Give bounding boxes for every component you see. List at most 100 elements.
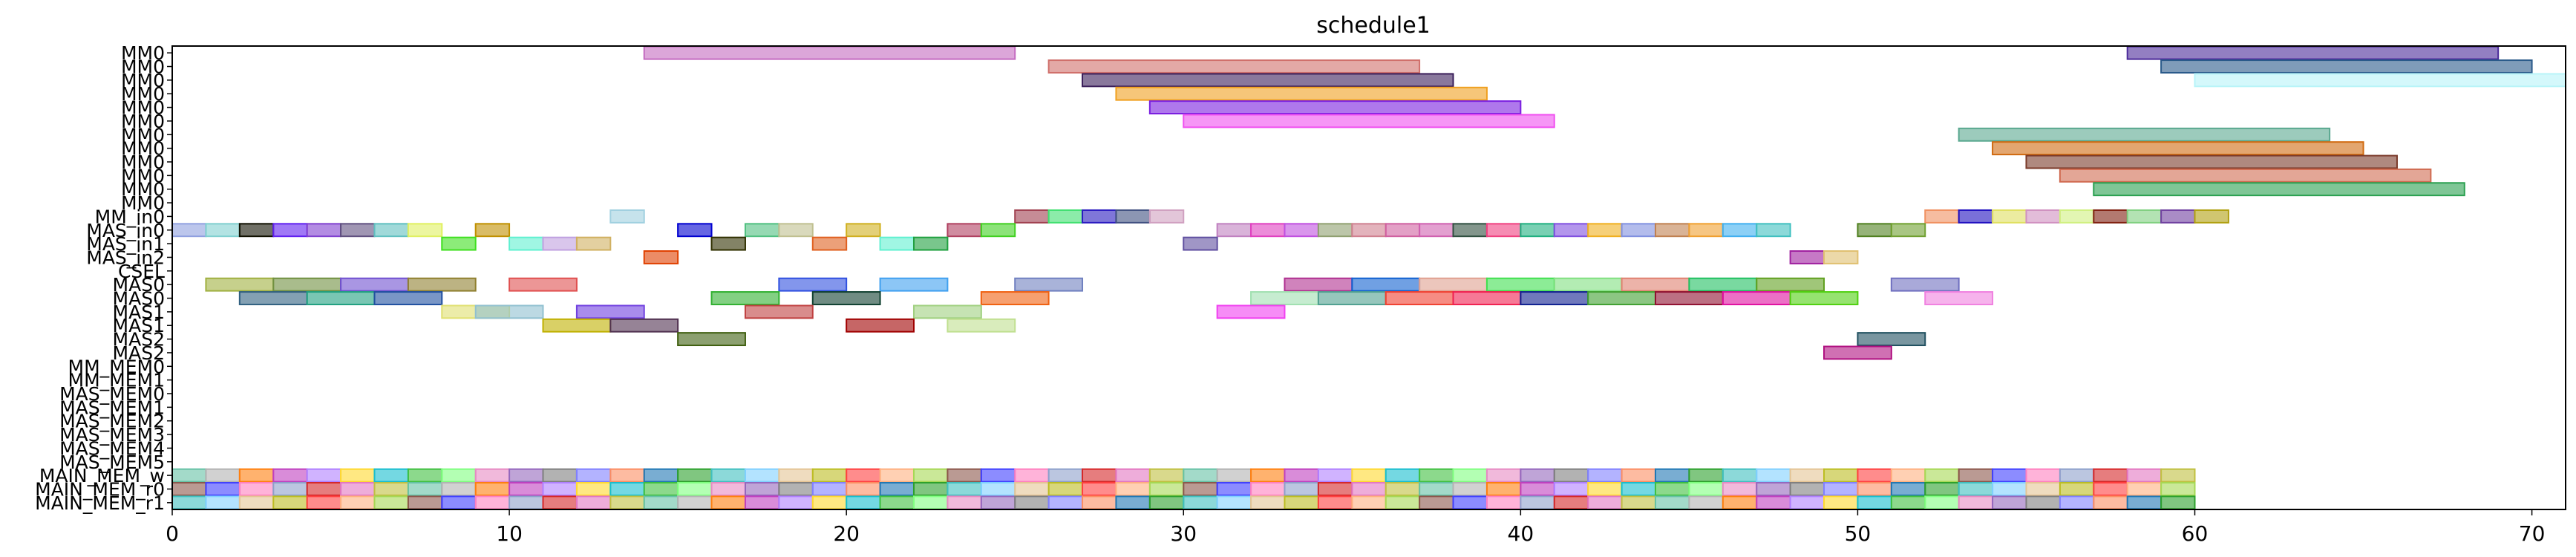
task-bar-row14-0 — [441, 236, 477, 251]
mem-bar-row32-13 — [609, 482, 645, 496]
y-tick-label: MM0 — [121, 192, 165, 214]
task-bar-row14-3 — [575, 236, 612, 251]
task-bar-row13-23 — [1485, 223, 1522, 238]
mem-bar-row32-39 — [1485, 482, 1522, 496]
task-bar-row15-1 — [1789, 250, 1825, 264]
task-bar-row13-0 — [171, 223, 207, 238]
mem-bar-row32-6 — [373, 482, 409, 496]
task-bar-row19-1 — [474, 304, 544, 319]
mem-bar-row31-33 — [1284, 468, 1319, 483]
task-bar-row14-1 — [509, 236, 544, 251]
task-bar-row18-15 — [1924, 291, 1994, 305]
mem-bar-row32-47 — [1756, 482, 1791, 496]
mem-bar-row33-27 — [1082, 495, 1117, 510]
task-bar-row15-0 — [643, 250, 679, 264]
mem-bar-row31-13 — [609, 468, 645, 483]
task-bar-row12-2 — [1047, 209, 1084, 224]
y-tick-label: MAS_in1 — [86, 233, 165, 255]
mem-bar-row33-34 — [1317, 495, 1353, 510]
mem-bar-row33-40 — [1520, 495, 1555, 510]
mem-bar-row31-52 — [1924, 468, 1960, 483]
y-tick-label: MAS_in2 — [86, 247, 165, 268]
mem-bar-row33-3 — [272, 495, 308, 510]
mem-bar-row31-46 — [1722, 468, 1758, 483]
task-bar-row13-28 — [1654, 223, 1690, 238]
task-bar-row2-0 — [1082, 73, 1454, 88]
task-bar-row12-5 — [1148, 209, 1185, 224]
mem-bar-row31-36 — [1385, 468, 1421, 483]
y-tick-label: MM0 — [121, 70, 165, 91]
mem-bar-row33-30 — [1183, 495, 1218, 510]
mem-bar-row32-18 — [778, 482, 814, 496]
mem-bar-row32-5 — [340, 482, 376, 496]
task-bar-row13-32 — [1857, 223, 1892, 238]
mem-bar-row31-15 — [677, 468, 713, 483]
mem-bar-row33-42 — [1587, 495, 1623, 510]
mem-bar-row32-20 — [846, 482, 881, 496]
task-bar-row12-3 — [1082, 209, 1117, 224]
task-bar-row14-4 — [710, 236, 746, 251]
task-bar-row13-6 — [373, 223, 409, 238]
mem-bar-row32-51 — [1890, 482, 1926, 496]
y-tick-label: MM0 — [121, 97, 165, 119]
mem-bar-row31-18 — [778, 468, 814, 483]
y-tick-label: MM0 — [121, 179, 165, 201]
mem-bar-row32-34 — [1317, 482, 1353, 496]
y-tick-label: MM0 — [121, 42, 165, 64]
task-bar-row13-10 — [744, 223, 780, 238]
task-bar-row12-11 — [2093, 209, 2128, 224]
y-tick-label: MM_MEM0 — [68, 356, 165, 377]
mem-bar-row33-47 — [1756, 495, 1791, 510]
task-bar-row18-12 — [1654, 291, 1724, 305]
x-tick-label: 60 — [2182, 521, 2209, 546]
mem-bar-row32-14 — [643, 482, 679, 496]
mem-bar-row33-57 — [2093, 495, 2128, 510]
mem-bar-row32-53 — [1958, 482, 1994, 496]
mem-bar-row33-50 — [1857, 495, 1892, 510]
mem-bar-row33-44 — [1654, 495, 1690, 510]
mem-bar-row33-6 — [373, 495, 409, 510]
mem-bar-row33-58 — [2126, 495, 2163, 510]
x-tick-label: 70 — [2519, 521, 2546, 546]
task-bar-row18-13 — [1722, 291, 1791, 305]
task-bars — [171, 45, 2567, 510]
task-bar-row13-19 — [1351, 223, 1387, 238]
mem-bar-row31-38 — [1452, 468, 1488, 483]
mem-bar-row31-54 — [1992, 468, 2027, 483]
task-bar-row18-2 — [373, 291, 443, 305]
mem-bar-row33-43 — [1621, 495, 1656, 510]
task-bar-row13-2 — [238, 223, 275, 238]
task-bar-row2-1 — [2194, 73, 2567, 88]
task-bar-row19-5 — [1216, 304, 1286, 319]
y-tick-label: MM0 — [121, 111, 165, 132]
task-bar-row13-8 — [474, 223, 511, 238]
mem-bar-row33-37 — [1419, 495, 1454, 510]
mem-bar-row31-4 — [306, 468, 342, 483]
mem-bar-row33-8 — [441, 495, 477, 510]
mem-bar-row33-13 — [609, 495, 645, 510]
mem-bar-row33-25 — [1014, 495, 1050, 510]
task-bar-row18-3 — [710, 291, 780, 305]
task-bar-row5-0 — [1183, 114, 1555, 128]
mem-bar-row33-45 — [1688, 495, 1724, 510]
task-bar-row20-2 — [846, 318, 915, 333]
task-bar-row13-9 — [677, 223, 713, 238]
mem-bar-row32-36 — [1385, 482, 1421, 496]
task-bar-row13-17 — [1284, 223, 1319, 238]
mem-bar-row33-18 — [778, 495, 814, 510]
task-bar-row18-4 — [811, 291, 881, 305]
task-bar-row13-29 — [1688, 223, 1724, 238]
mem-bar-row31-16 — [710, 468, 746, 483]
mem-bar-row32-31 — [1216, 482, 1252, 496]
task-bar-row17-12 — [1553, 277, 1623, 292]
mem-bar-row31-11 — [542, 468, 578, 483]
mem-bar-row31-6 — [373, 468, 409, 483]
y-tick-label: MAS_MEM0 — [59, 383, 165, 405]
mem-bar-row31-23 — [947, 468, 982, 483]
task-bar-row13-24 — [1520, 223, 1555, 238]
mem-bar-row33-23 — [947, 495, 982, 510]
task-bar-row8-0 — [2025, 154, 2398, 169]
y-tick-label: MAIN_MEM_w — [39, 465, 165, 486]
mem-bar-row31-42 — [1587, 468, 1623, 483]
task-bar-row9-0 — [2059, 168, 2432, 183]
